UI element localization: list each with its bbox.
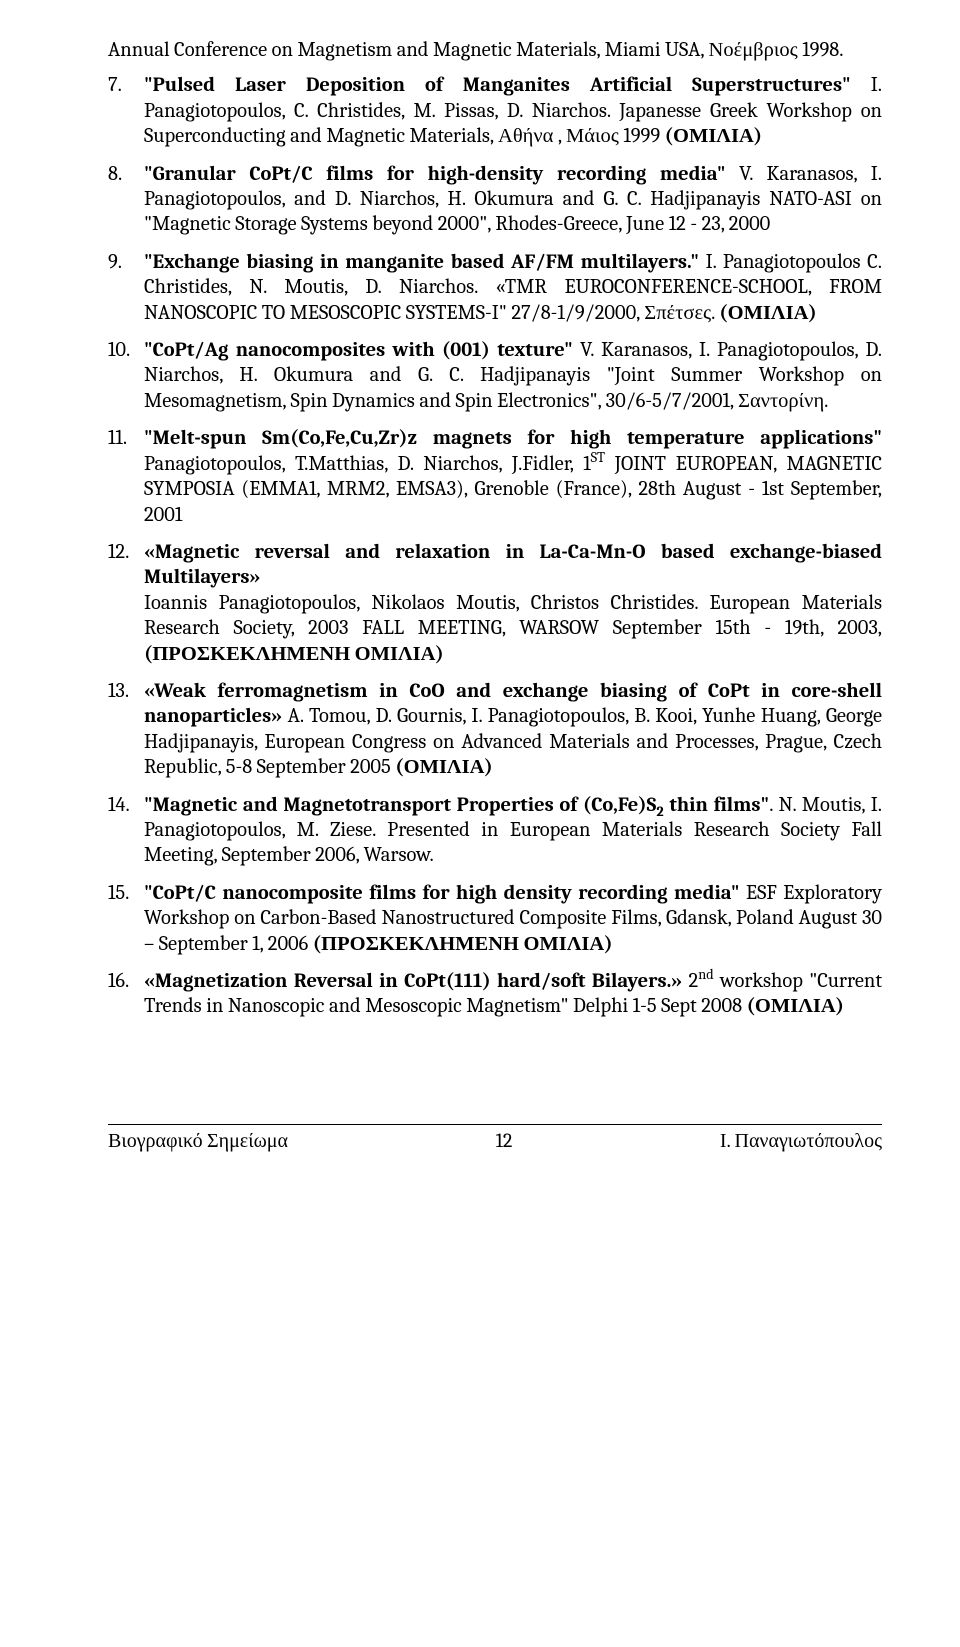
item-number: 8. <box>108 162 122 187</box>
footer-left: Βιογραφικό Σημείωμα <box>108 1129 288 1153</box>
continued-paragraph: Annual Conference on Magnetism and Magne… <box>108 38 882 63</box>
item-number: 13. <box>108 679 129 704</box>
item-number: 12. <box>108 540 129 565</box>
item-number: 14. <box>108 793 130 818</box>
item-number: 15. <box>108 881 129 906</box>
title-part: thin films" <box>664 794 770 817</box>
list-item: 16. «Magnetization Reversal in CoPt(111)… <box>108 969 882 1020</box>
list-item: 9. "Exchange biasing in manganite based … <box>108 250 882 326</box>
list-item: 10. "CoPt/Ag nanocomposites with (001) t… <box>108 338 882 414</box>
item-title: "Magnetic and Magnetotransport Propertie… <box>144 794 769 817</box>
item-number: 9. <box>108 250 122 275</box>
item-number: 7. <box>108 73 122 98</box>
item-tail: (ΟΜΙΛΙΑ) <box>747 995 844 1018</box>
item-number: 16. <box>108 969 129 994</box>
footer-page-number: 12 <box>496 1129 513 1153</box>
page-footer: Βιογραφικό Σημείωμα 12 Ι. Παναγιωτόπουλο… <box>0 1124 960 1163</box>
list-item: 11. "Melt-spun Sm(Co,Fe,Cu,Zr)z magnets … <box>108 426 882 528</box>
item-number: 11. <box>108 426 127 451</box>
list-item: 12. «Magnetic reversal and relaxation in… <box>108 540 882 667</box>
footer-right: Ι. Παναγιωτόπουλος <box>720 1129 882 1153</box>
item-title: «Magnetization Reversal in CoPt(111) har… <box>144 970 682 993</box>
item-title: "Pulsed Laser Deposition of Manganites A… <box>144 74 851 97</box>
item-body: Ioannis Panagiotopoulos, Nikolaos Moutis… <box>144 592 882 640</box>
item-title: "CoPt/Ag nanocomposites with (001) textu… <box>144 339 573 362</box>
item-body: 2 <box>682 970 698 993</box>
item-title: "Granular CoPt/C films for high-density … <box>144 163 726 186</box>
item-title: «Magnetic reversal and relaxation in La-… <box>144 540 882 591</box>
list-item: 14. "Magnetic and Magnetotransport Prope… <box>108 793 882 869</box>
list-item: 15. "CoPt/C nanocomposite films for high… <box>108 881 882 957</box>
footer-rule <box>108 1124 882 1125</box>
title-part: "Magnetic and Magnetotransport Propertie… <box>144 794 656 817</box>
item-tail: (ΟΜΙΛΙΑ) <box>719 302 816 325</box>
item-title: "Exchange biasing in manganite based AF/… <box>144 251 699 274</box>
item-body: Panagiotopoulos, T.Matthias, D. Niarchos… <box>144 453 591 476</box>
reference-list: 7. "Pulsed Laser Deposition of Manganite… <box>108 73 882 1019</box>
item-title: "Melt-spun Sm(Co,Fe,Cu,Zr)z magnets for … <box>144 427 882 450</box>
page-content: Annual Conference on Magnetism and Magne… <box>0 0 960 1060</box>
item-number: 10. <box>108 338 130 363</box>
list-item: 13. «Weak ferromagnetism in CoO and exch… <box>108 679 882 781</box>
item-title: "CoPt/C nanocomposite films for high den… <box>144 882 740 905</box>
subscript: 2 <box>656 803 663 820</box>
item-tail: (ΠΡΟΣΚΕΚΛΗΜΕΝΗ ΟΜΙΛΙΑ) <box>144 643 444 666</box>
superscript: ST <box>591 449 605 466</box>
superscript: nd <box>698 966 713 983</box>
list-item: 7. "Pulsed Laser Deposition of Manganite… <box>108 73 882 149</box>
item-tail: (ΟΜΙΛΙΑ) <box>665 125 762 148</box>
footer-row: Βιογραφικό Σημείωμα 12 Ι. Παναγιωτόπουλο… <box>108 1129 882 1163</box>
list-item: 8. "Granular CoPt/C films for high-densi… <box>108 162 882 238</box>
item-tail: (ΠΡΟΣΚΕΚΛΗΜΕΝΗ ΟΜΙΛΙΑ) <box>313 933 613 956</box>
item-tail: (ΟΜΙΛΙΑ) <box>395 756 492 779</box>
